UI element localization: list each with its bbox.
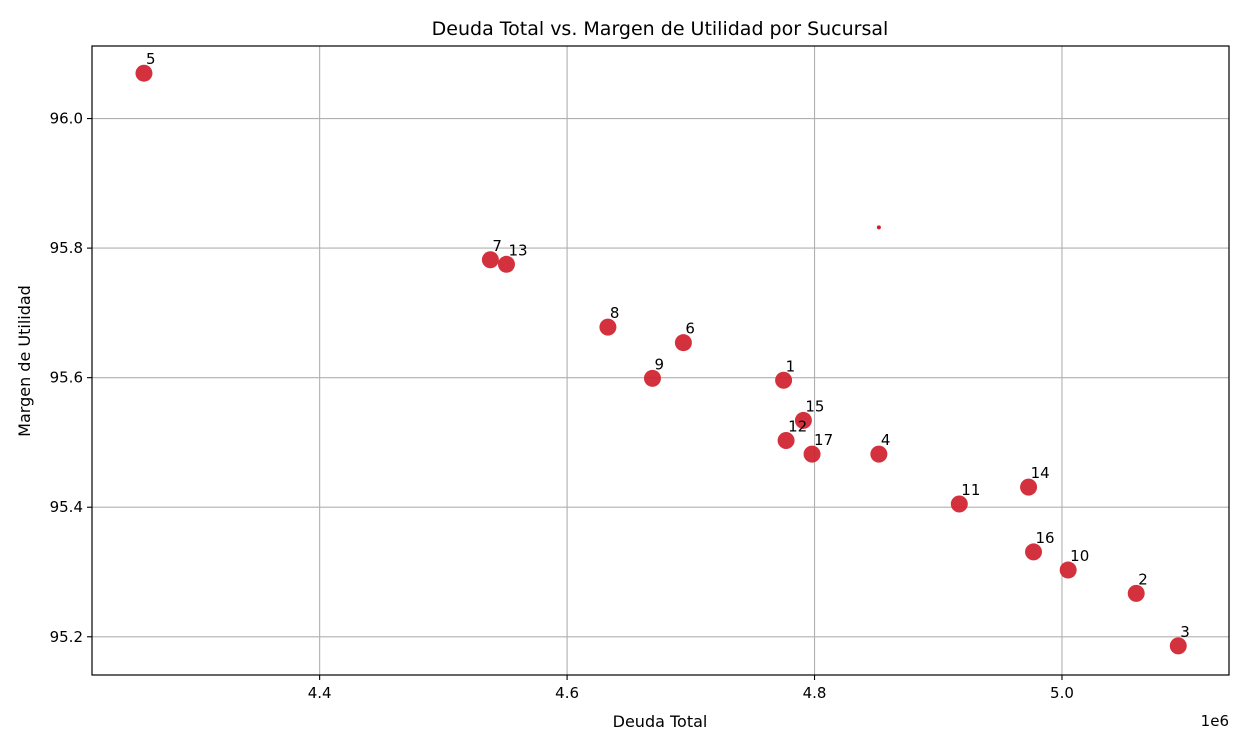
data-point [870,445,888,463]
point-label: 5 [146,50,156,68]
point-label: 1 [786,357,796,375]
data-points [135,64,1187,655]
point-label: 2 [1138,570,1148,588]
point-label: 16 [1036,529,1055,547]
x-tick-label: 5.0 [1050,684,1074,702]
data-point [497,255,515,273]
data-point [1025,543,1043,561]
x-tick-label: 4.6 [555,684,579,702]
x-tick-label: 4.8 [803,684,827,702]
point-label: 15 [805,397,824,415]
point-label: 12 [788,418,807,436]
data-point [599,318,617,336]
y-tick-label: 96.0 [50,110,83,128]
data-point [1020,478,1038,496]
point-labels: 5 7 13 8 6 9 1 15 12 17 4 11 14 16 10 2 3 [146,50,1190,641]
point-label: 7 [492,237,502,255]
x-axis-label: Deuda Total [613,712,708,731]
point-label: 8 [610,304,620,322]
point-label: 13 [508,241,527,259]
y-axis-label: Margen de Utilidad [15,285,34,437]
x-tick-label: 4.4 [308,684,332,702]
data-point [1127,584,1145,602]
point-label: 9 [654,355,664,373]
x-axis-offset-label: 1e6 [1201,712,1229,730]
small-data-point [876,225,881,230]
data-point [481,251,499,269]
data-point [803,445,821,463]
point-label: 11 [961,481,980,499]
point-label: 3 [1180,623,1190,641]
y-tick-label: 95.8 [50,239,83,257]
point-label: 17 [814,431,833,449]
point-label: 4 [881,431,891,449]
point-label: 14 [1031,464,1050,482]
data-point [674,334,692,352]
data-point [777,432,795,450]
data-point [950,495,968,513]
chart-title: Deuda Total vs. Margen de Utilidad por S… [432,18,889,40]
y-tick-label: 95.2 [50,628,83,646]
axis-ticks: 4.4 4.6 4.8 5.0 95.2 95.4 95.6 95.8 96.0 [50,110,1074,702]
point-label: 6 [685,320,695,338]
data-point [1169,637,1187,655]
data-point [1059,561,1077,579]
point-label: 10 [1070,547,1089,565]
data-point [135,64,153,82]
data-point [794,411,812,429]
plot-frame [91,45,1230,676]
data-point [643,369,661,387]
y-tick-label: 95.4 [50,498,83,516]
y-tick-label: 95.6 [50,369,83,387]
grid [92,46,1229,675]
data-point [775,371,793,389]
